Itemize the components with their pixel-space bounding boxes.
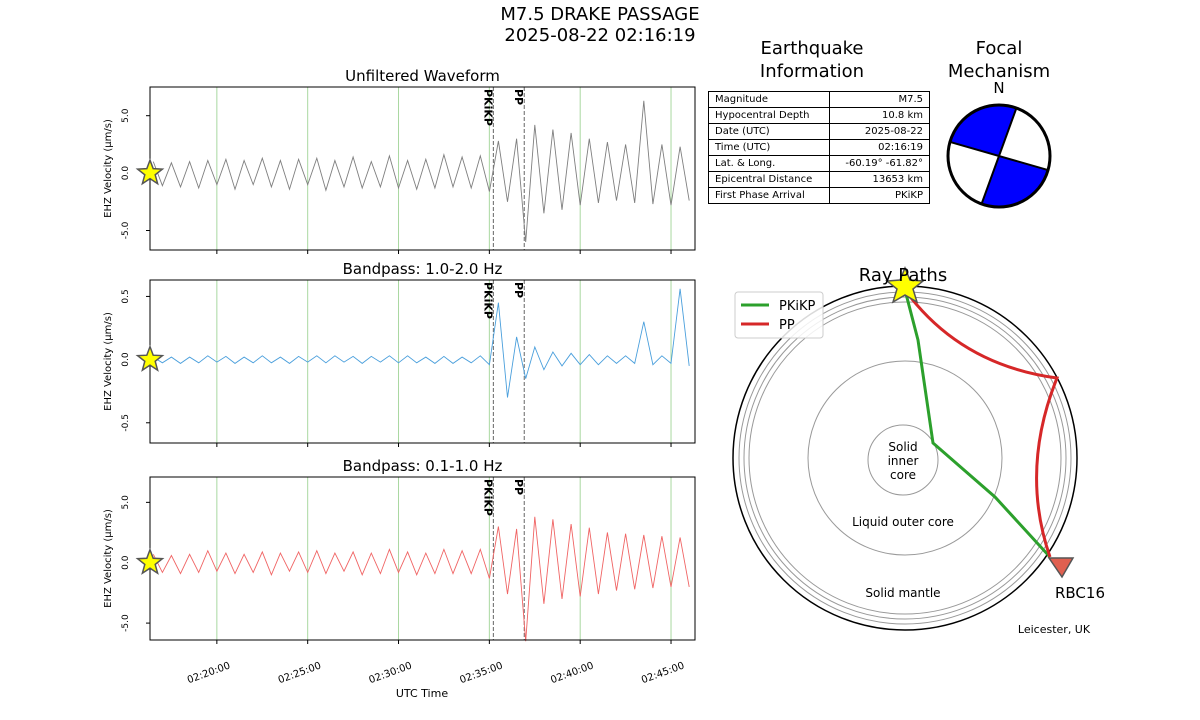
info-title: Earthquake (761, 38, 864, 59)
info-row: Magnitude M7.5 (707, 91, 930, 108)
y-tick-label: 5.0 (121, 495, 131, 510)
info-row: Hypocentral Depth 10.8 km (707, 107, 930, 124)
y-tick-label: 0.5 (121, 289, 131, 303)
y-tick-label: -5.0 (121, 221, 131, 239)
plot-frame (149, 279, 696, 444)
info-row: First Phase Arrival PKiKP (707, 187, 930, 204)
info-key: Epicentral Distance (707, 171, 831, 188)
x-tick-label: 02:35:00 (458, 660, 504, 686)
y-tick-label: -0.5 (121, 414, 131, 432)
phase-label: PKiKP (481, 479, 494, 516)
waveform (153, 288, 690, 398)
x-tick-label: 02:30:00 (368, 660, 414, 686)
info-row: Date (UTC) 2025-08-22 (707, 123, 930, 140)
focal-title: Focal (976, 38, 1023, 59)
info-title: Information (760, 61, 864, 82)
info-key: Magnitude (707, 91, 831, 108)
layer-label: core (890, 468, 916, 482)
y-tick-label: 0.0 (121, 555, 131, 570)
ray-path (903, 289, 1052, 559)
info-value: 02:16:19 (829, 139, 930, 156)
phase-label: PP (512, 89, 525, 105)
x-axis-label: UTC Time (396, 687, 448, 700)
y-axis-label: EHZ Velocity (μm/s) (103, 312, 114, 411)
info-value: 13653 km (829, 171, 930, 188)
info-row: Lat. & Long. -60.19° -61.82° (707, 155, 930, 172)
event-star (135, 547, 165, 575)
y-tick-label: 0.0 (121, 352, 131, 367)
layer-label: Liquid outer core (852, 515, 954, 529)
info-table: Magnitude M7.5 Hypocentral Depth 10.8 km Dat… (707, 91, 930, 204)
info-value: 10.8 km (829, 107, 930, 124)
layer-label: Solid mantle (865, 586, 940, 600)
info-key: Lat. & Long. (707, 155, 831, 172)
waveform (152, 100, 690, 243)
y-tick-label: 0.0 (121, 166, 131, 181)
info-row: Epicentral Distance 13653 km (707, 171, 930, 188)
panel-title: Bandpass: 1.0-2.0 Hz (343, 260, 503, 278)
ray-title: Ray Paths (859, 265, 947, 286)
phase-label: PP (512, 282, 525, 298)
plot-frame (149, 86, 696, 251)
chart-title: M7.5 DRAKE PASSAGE (500, 4, 699, 25)
legend-label: PP (779, 318, 795, 333)
phase-label: PKiKP (481, 282, 494, 319)
x-tick-label: 02:45:00 (640, 660, 686, 686)
plot-frame (149, 476, 696, 641)
info-value: 2025-08-22 (829, 123, 930, 140)
info-value: M7.5 (829, 91, 930, 108)
info-key: Time (UTC) (707, 139, 831, 156)
event-star (135, 344, 165, 372)
info-row: Time (UTC) 02:16:19 (707, 139, 930, 156)
info-key: Hypocentral Depth (707, 107, 831, 124)
y-tick-label: 5.0 (121, 108, 131, 123)
chart-subtitle: 2025-08-22 02:16:19 (504, 25, 695, 46)
y-axis-label: EHZ Velocity (μm/s) (103, 119, 114, 218)
ray-path (903, 289, 1060, 558)
panel-title: Unfiltered Waveform (345, 67, 500, 85)
phase-label: PKiKP (481, 89, 494, 126)
x-tick-label: 02:20:00 (186, 660, 232, 686)
focal-title: Mechanism (948, 61, 1050, 82)
layer-label: Solid (888, 440, 917, 454)
x-tick-label: 02:25:00 (277, 660, 323, 686)
info-key: First Phase Arrival (707, 187, 831, 204)
layer-label: inner (888, 454, 919, 468)
beachball (946, 103, 1052, 209)
waveform (152, 516, 690, 642)
info-key: Date (UTC) (707, 123, 831, 140)
event-star (135, 157, 165, 186)
ray-diagram (732, 266, 1078, 631)
y-tick-label: -5.0 (121, 614, 131, 632)
x-tick-label: 02:40:00 (549, 660, 595, 686)
info-value: PKiKP (829, 187, 930, 204)
panel-title: Bandpass: 0.1-1.0 Hz (343, 457, 503, 475)
station-label: RBC16 (1055, 584, 1105, 602)
y-axis-label: EHZ Velocity (μm/s) (103, 509, 114, 608)
legend-label: PKiKP (779, 299, 816, 314)
phase-label: PP (512, 479, 525, 495)
location-label: Leicester, UK (1018, 623, 1091, 636)
north-label: N (993, 79, 1004, 97)
info-value: -60.19° -61.82° (829, 155, 930, 172)
